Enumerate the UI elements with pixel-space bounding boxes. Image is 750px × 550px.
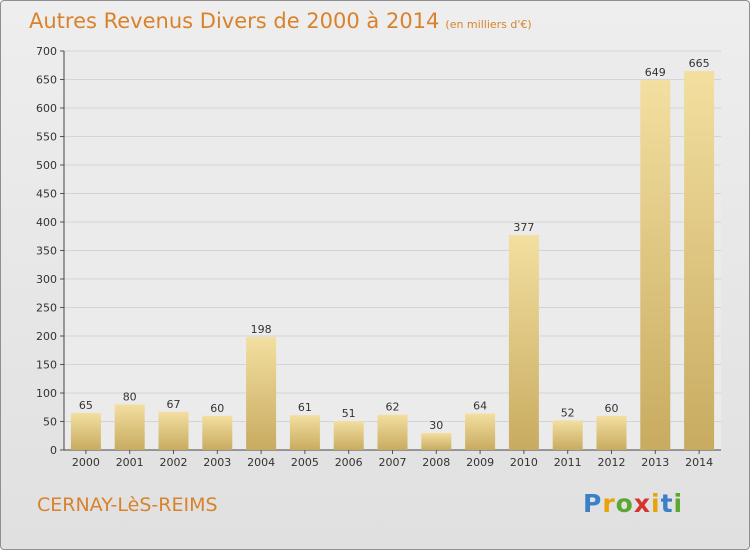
chart-title: Autres Revenus Divers de 2000 à 2014 (en …	[29, 9, 532, 33]
y-tick-label: 550	[36, 131, 57, 144]
data-label: 51	[342, 407, 356, 420]
data-label: 377	[513, 221, 534, 234]
y-tick-label: 600	[36, 102, 57, 115]
bar[interactable]	[158, 411, 189, 450]
x-tick-label: 2002	[160, 456, 188, 469]
bar[interactable]	[377, 414, 408, 450]
x-tick-label: 2012	[598, 456, 626, 469]
y-tick-label: 200	[36, 330, 57, 343]
data-label: 80	[123, 390, 137, 403]
data-label: 64	[473, 400, 487, 413]
bar[interactable]	[552, 420, 583, 450]
data-label: 65	[79, 399, 93, 412]
bar[interactable]	[421, 432, 452, 450]
x-tick-label: 2011	[554, 456, 582, 469]
y-tick-label: 250	[36, 302, 57, 315]
logo-letter: i	[673, 489, 684, 518]
bar[interactable]	[465, 413, 496, 450]
bar[interactable]	[333, 420, 364, 450]
y-tick-label: 150	[36, 359, 57, 372]
data-label: 665	[689, 57, 710, 70]
logo-letter: t	[660, 489, 674, 518]
y-tick-label: 500	[36, 159, 57, 172]
x-tick-label: 2007	[379, 456, 407, 469]
logo-letter: x	[633, 489, 651, 518]
x-tick-label: 2000	[72, 456, 100, 469]
y-tick-label: 650	[36, 74, 57, 87]
y-tick-label: 0	[50, 444, 57, 457]
chart-title-text: Autres Revenus Divers de 2000 à 2014	[29, 9, 440, 33]
x-tick-label: 2001	[116, 456, 144, 469]
bar[interactable]	[684, 70, 715, 450]
y-tick-label: 400	[36, 216, 57, 229]
logo-letter: i	[651, 489, 661, 518]
bar[interactable]	[640, 80, 671, 450]
logo-letter: r	[602, 489, 616, 518]
bar[interactable]	[508, 235, 539, 450]
proxiti-logo[interactable]: Proxiti	[583, 489, 683, 518]
data-label: 60	[605, 402, 619, 415]
x-tick-label: 2005	[291, 456, 319, 469]
x-tick-label: 2003	[203, 456, 231, 469]
bar[interactable]	[202, 415, 233, 450]
y-tick-label: 300	[36, 273, 57, 286]
data-label: 52	[561, 406, 575, 419]
bar[interactable]	[114, 404, 145, 450]
data-label: 60	[210, 402, 224, 415]
data-label: 61	[298, 401, 312, 414]
bar[interactable]	[246, 337, 277, 450]
data-label: 649	[645, 66, 666, 79]
x-tick-label: 2014	[685, 456, 713, 469]
y-tick-label: 50	[43, 416, 57, 429]
bar[interactable]	[70, 412, 101, 450]
x-tick-label: 2006	[335, 456, 363, 469]
x-tick-label: 2009	[466, 456, 494, 469]
y-tick-label: 100	[36, 387, 57, 400]
x-tick-label: 2013	[641, 456, 669, 469]
bar[interactable]	[596, 415, 627, 450]
x-tick-label: 2008	[422, 456, 450, 469]
logo-letter: o	[615, 489, 634, 518]
data-label: 67	[167, 398, 181, 411]
city-name: CERNAY-LèS-REIMS	[37, 494, 218, 516]
x-tick-label: 2010	[510, 456, 538, 469]
y-tick-label: 450	[36, 188, 57, 201]
logo-letter: P	[583, 489, 603, 518]
y-tick-label: 350	[36, 245, 57, 258]
data-label: 30	[429, 419, 443, 432]
data-label: 198	[251, 323, 272, 336]
data-label: 62	[386, 401, 400, 414]
y-tick-label: 700	[36, 45, 57, 58]
x-tick-label: 2004	[247, 456, 275, 469]
chart-subtitle: (en milliers d'€)	[445, 18, 532, 31]
bar[interactable]	[289, 415, 320, 450]
